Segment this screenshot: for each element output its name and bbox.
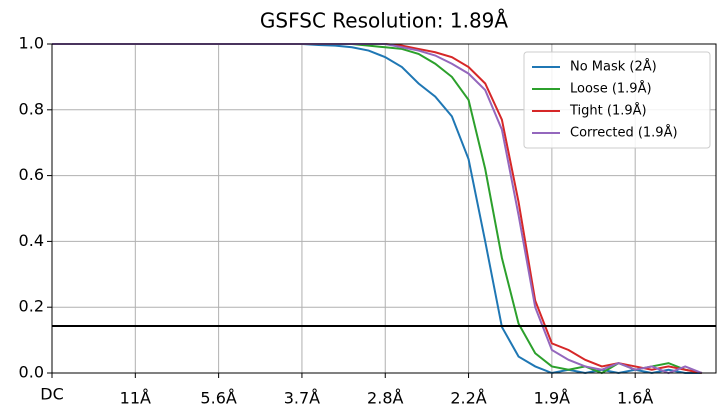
x-tick-label: 2.8Å [367, 389, 403, 408]
y-tick-label: 1.0 [19, 34, 44, 53]
legend-label: Tight (1.9Å) [569, 103, 647, 119]
y-tick-label: 0.0 [19, 363, 44, 382]
legend: No Mask (2Å) Loose (1.9Å) Tight (1.9Å) Corr… [523, 51, 711, 149]
x-tick-label: 11Å [120, 389, 151, 408]
y-tick-label: 0.6 [19, 165, 44, 184]
x-tick-label: 3.7Å [284, 389, 320, 408]
x-tick-label: DC [40, 385, 64, 404]
y-tick-label: 0.4 [19, 231, 44, 250]
legend-label: Loose (1.9Å) [570, 81, 652, 97]
legend-box [523, 51, 711, 149]
plot-frame [51, 43, 717, 374]
y-tick-label: 0.8 [19, 99, 44, 118]
x-tick-label: 1.6Å [617, 389, 653, 408]
x-tick-label: 1.9Å [534, 389, 570, 408]
x-tick-label: 2.2Å [450, 389, 486, 408]
legend-label: No Mask (2Å) [570, 59, 657, 75]
chart-title: GSFSC Resolution: 1.89Å [260, 9, 508, 33]
y-tick-label: 0.2 [19, 297, 44, 316]
x-tick-label: 5.6Å [200, 389, 236, 408]
legend-label: Corrected (1.9Å) [570, 125, 678, 141]
